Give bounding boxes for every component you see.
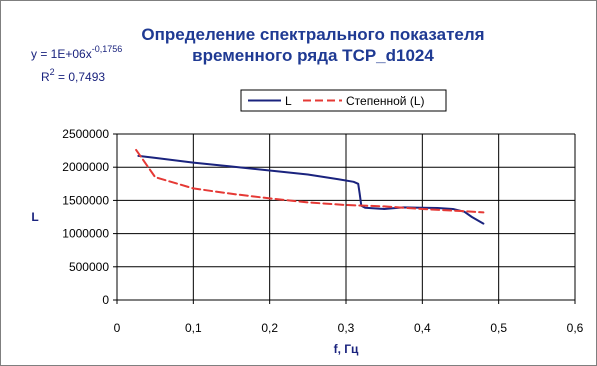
legend: L Степенной (L) — [240, 89, 447, 112]
x-tick-label: 0,1 — [185, 321, 202, 335]
legend-label-l: L — [285, 94, 292, 108]
x-tick-label: 0,6 — [567, 321, 584, 335]
r-squared-symbol: R — [41, 70, 50, 84]
y-tick-label: 2500000 — [62, 127, 109, 141]
y-axis-title: L — [31, 210, 38, 224]
regression-equation-base: y = 1E+06x — [31, 47, 92, 61]
chart-title-line-1: Определение спектрального показателя — [141, 25, 484, 44]
r-squared-label: R2 = 0,7493 — [41, 67, 105, 84]
x-tick-label: 0,4 — [414, 321, 431, 335]
x-tick-label: 0 — [114, 321, 121, 335]
series-l-line — [137, 154, 485, 225]
y-tick-label: 500000 — [69, 260, 109, 274]
x-tick-label: 0,3 — [338, 321, 355, 335]
legend-label-power: Степенной (L) — [346, 94, 425, 108]
tick-labels: 0 500000 1000000 1500000 2000000 2500000 0 0,1 0… — [62, 127, 583, 335]
series-layer — [135, 148, 485, 225]
x-tick-label: 0,2 — [261, 321, 278, 335]
gridlines — [117, 133, 576, 301]
regression-equation: y = 1E+06x-0,1756 — [31, 44, 122, 61]
r-squared-value: = 0,7493 — [55, 70, 106, 84]
r-squared-exponent: 2 — [50, 67, 55, 77]
y-tick-label: 0 — [102, 293, 109, 307]
regression-equation-exponent: -0,1756 — [92, 44, 123, 54]
series-power-trendline — [135, 148, 485, 214]
y-tick-label: 1500000 — [62, 193, 109, 207]
axes — [113, 133, 576, 304]
y-tick-label: 1000000 — [62, 227, 109, 241]
x-tick-label: 0,5 — [490, 321, 507, 335]
x-axis-title: f, Гц — [334, 342, 359, 356]
chart-title-line-2: временного ряда TCP_d1024 — [192, 46, 434, 65]
legend-box — [240, 89, 447, 112]
y-tick-label: 2000000 — [62, 160, 109, 174]
